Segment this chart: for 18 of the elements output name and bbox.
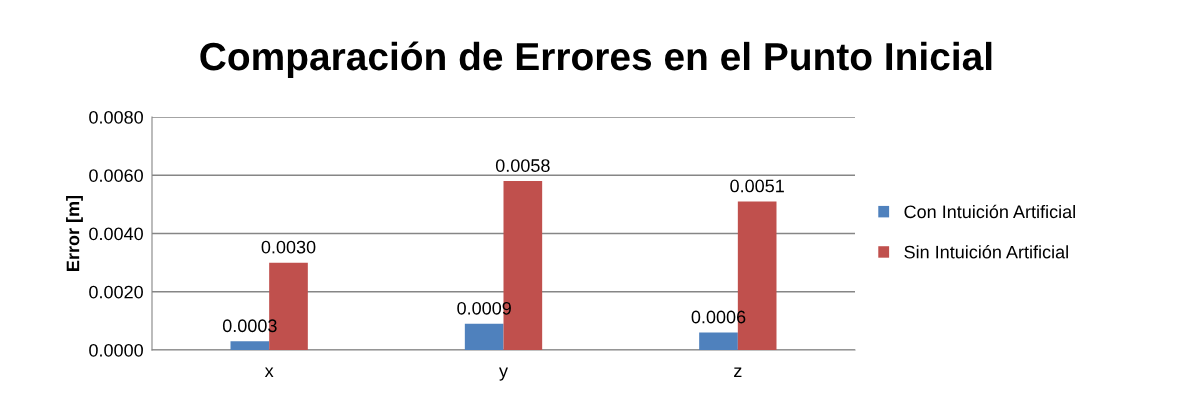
x-tick-label: x <box>264 367 274 377</box>
y-tick-label: 0.0060 <box>89 169 143 182</box>
data-label: 0.0051 <box>730 179 784 193</box>
data-label: 0.0058 <box>495 159 550 172</box>
legend-label: Sin Intuición Artificial <box>904 245 1068 259</box>
x-tick-label: z <box>734 367 742 377</box>
bar <box>464 323 504 350</box>
chart-title: Comparación de Errores en el Punto Inicial <box>200 41 992 79</box>
y-tick-label: 0.0000 <box>89 343 143 357</box>
y-tick-label: 0.0080 <box>89 110 143 124</box>
bar <box>699 332 738 350</box>
x-tick-label: y <box>499 367 508 381</box>
legend-label: Con Intuición Artificial <box>904 204 1075 219</box>
y-tick-label: 0.0040 <box>89 227 143 241</box>
data-label: 0.0030 <box>261 240 316 254</box>
bar <box>230 341 270 350</box>
y-axis-title: Error [m] <box>66 195 83 271</box>
y-tick-label: 0.0020 <box>89 285 143 299</box>
